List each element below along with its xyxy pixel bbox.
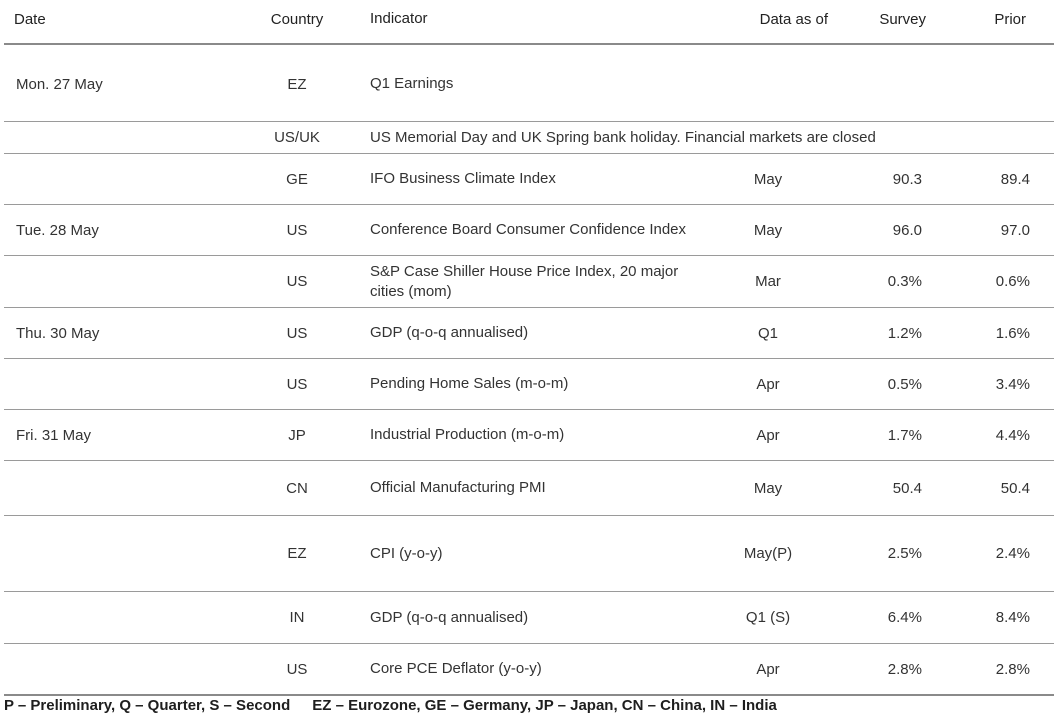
row-prior: 1.6% bbox=[995, 324, 1030, 342]
abbreviation-footnote: P – Preliminary, Q – Quarter, S – Second… bbox=[4, 697, 1054, 714]
row-prior: 50.4 bbox=[1000, 479, 1030, 497]
footnote-status-abbreviations: P – Preliminary, Q – Quarter, S – Second bbox=[4, 697, 291, 714]
row-country: US/UK bbox=[274, 129, 320, 146]
row-divider bbox=[4, 307, 1054, 308]
row-country: US bbox=[286, 273, 308, 290]
row-indicator: CPI (y-o-y) bbox=[370, 544, 443, 562]
row-date: Thu. 30 May bbox=[16, 324, 100, 342]
row-divider bbox=[4, 409, 1054, 410]
row-country: US bbox=[286, 660, 308, 678]
row-divider bbox=[4, 643, 1054, 644]
row-data-as-of: May bbox=[753, 221, 783, 239]
row-divider bbox=[4, 255, 1054, 256]
table-header: Date Country Indicator Data as of Survey… bbox=[4, 8, 1054, 30]
row-prior: 2.8% bbox=[995, 660, 1030, 678]
table-row: US Core PCE Deflator (y-o-y) Apr 2.8% 2.… bbox=[4, 644, 1054, 694]
row-country: GE bbox=[286, 170, 308, 188]
row-data-as-of: Q1 bbox=[757, 324, 778, 342]
row-survey: 2.5% bbox=[887, 545, 922, 562]
row-prior: 3.4% bbox=[995, 375, 1030, 393]
row-indicator: S&P Case Shiller House Price Index, 20 m… bbox=[370, 262, 679, 300]
row-indicator: IFO Business Climate Index bbox=[370, 170, 556, 187]
header-divider bbox=[4, 43, 1054, 45]
row-prior: 97.0 bbox=[1000, 221, 1030, 239]
row-divider bbox=[4, 358, 1054, 359]
row-data-as-of: Apr bbox=[756, 375, 780, 393]
row-survey: 0.5% bbox=[887, 375, 922, 393]
table-row: GE IFO Business Climate Index May 90.3 8… bbox=[4, 154, 1054, 204]
table-row: IN GDP (q-o-q annualised) Q1 (S) 6.4% 8.… bbox=[4, 592, 1054, 643]
row-survey: 0.3% bbox=[887, 273, 922, 290]
table-row: US/UK US Memorial Day and UK Spring bank… bbox=[4, 122, 1054, 153]
row-indicator: Official Manufacturing PMI bbox=[370, 479, 546, 496]
row-survey: 96.0 bbox=[892, 221, 922, 239]
header-prior: Prior bbox=[994, 10, 1026, 28]
row-data-as-of: May(P) bbox=[743, 545, 793, 562]
row-prior: 0.6% bbox=[995, 273, 1030, 290]
footnote-country-abbreviations: EZ – Eurozone, GE – Germany, JP – Japan,… bbox=[312, 697, 777, 714]
row-country: IN bbox=[289, 609, 305, 626]
row-survey: 90.3 bbox=[892, 170, 922, 188]
row-prior: 8.4% bbox=[995, 609, 1030, 626]
table-row: Mon. 27 May EZ Q1 Earnings bbox=[4, 48, 1054, 120]
row-prior: 4.4% bbox=[995, 426, 1030, 444]
row-data-as-of: May bbox=[753, 170, 783, 188]
row-prior: 89.4 bbox=[1000, 170, 1030, 188]
row-country: JP bbox=[288, 426, 306, 444]
table-bottom-divider bbox=[4, 694, 1054, 696]
row-indicator: GDP (q-o-q annualised) bbox=[370, 608, 529, 626]
row-country: US bbox=[286, 221, 308, 239]
table-row: Tue. 28 May US Conference Board Consumer… bbox=[4, 205, 1054, 255]
row-country: US bbox=[286, 324, 308, 342]
header-survey: Survey bbox=[879, 10, 926, 28]
header-date: Date bbox=[14, 10, 46, 28]
header-data-as-of: Data as of bbox=[759, 10, 828, 28]
header-country: Country bbox=[270, 10, 324, 28]
row-survey: 50.4 bbox=[892, 479, 922, 497]
table-row: Fri. 31 May JP Industrial Production (m-… bbox=[4, 410, 1054, 460]
row-indicator: US Memorial Day and UK Spring bank holid… bbox=[370, 128, 876, 146]
row-divider bbox=[4, 515, 1054, 516]
table-row: EZ CPI (y-o-y) May(P) 2.5% 2.4% bbox=[4, 516, 1054, 591]
row-indicator: Industrial Production (m-o-m) bbox=[370, 426, 565, 443]
header-indicator: Indicator bbox=[370, 10, 428, 27]
row-data-as-of: Q1 (S) bbox=[745, 609, 791, 626]
row-country: US bbox=[286, 375, 308, 393]
row-indicator: Core PCE Deflator (y-o-y) bbox=[370, 660, 542, 677]
row-date: Tue. 28 May bbox=[16, 221, 99, 239]
table-row: US S&P Case Shiller House Price Index, 2… bbox=[4, 256, 1054, 307]
table-row: CN Official Manufacturing PMI May 50.4 5… bbox=[4, 461, 1054, 515]
row-survey: 2.8% bbox=[887, 660, 922, 678]
table-row: Thu. 30 May US GDP (q-o-q annualised) Q1… bbox=[4, 308, 1054, 358]
table-row: US Pending Home Sales (m-o-m) Apr 0.5% 3… bbox=[4, 359, 1054, 409]
row-data-as-of: Apr bbox=[756, 426, 780, 444]
row-indicator: Q1 Earnings bbox=[370, 75, 454, 92]
row-data-as-of: Apr bbox=[756, 660, 780, 678]
row-divider bbox=[4, 591, 1054, 592]
row-country: EZ bbox=[287, 75, 307, 93]
row-data-as-of: Mar bbox=[755, 273, 781, 290]
row-survey: 1.2% bbox=[887, 324, 922, 342]
row-indicator: GDP (q-o-q annualised) bbox=[370, 324, 529, 341]
row-date: Mon. 27 May bbox=[16, 75, 103, 93]
row-divider bbox=[4, 153, 1054, 154]
row-survey: 1.7% bbox=[887, 426, 922, 444]
row-date: Fri. 31 May bbox=[16, 426, 92, 444]
row-data-as-of: May bbox=[753, 479, 783, 497]
row-country: CN bbox=[286, 479, 308, 497]
row-prior: 2.4% bbox=[995, 545, 1030, 562]
row-divider bbox=[4, 460, 1054, 461]
row-survey: 6.4% bbox=[887, 609, 922, 626]
row-country: EZ bbox=[287, 545, 307, 562]
row-divider bbox=[4, 204, 1054, 205]
row-indicator: Conference Board Consumer Confidence Ind… bbox=[370, 221, 687, 238]
row-indicator: Pending Home Sales (m-o-m) bbox=[370, 375, 569, 392]
row-divider bbox=[4, 121, 1054, 122]
